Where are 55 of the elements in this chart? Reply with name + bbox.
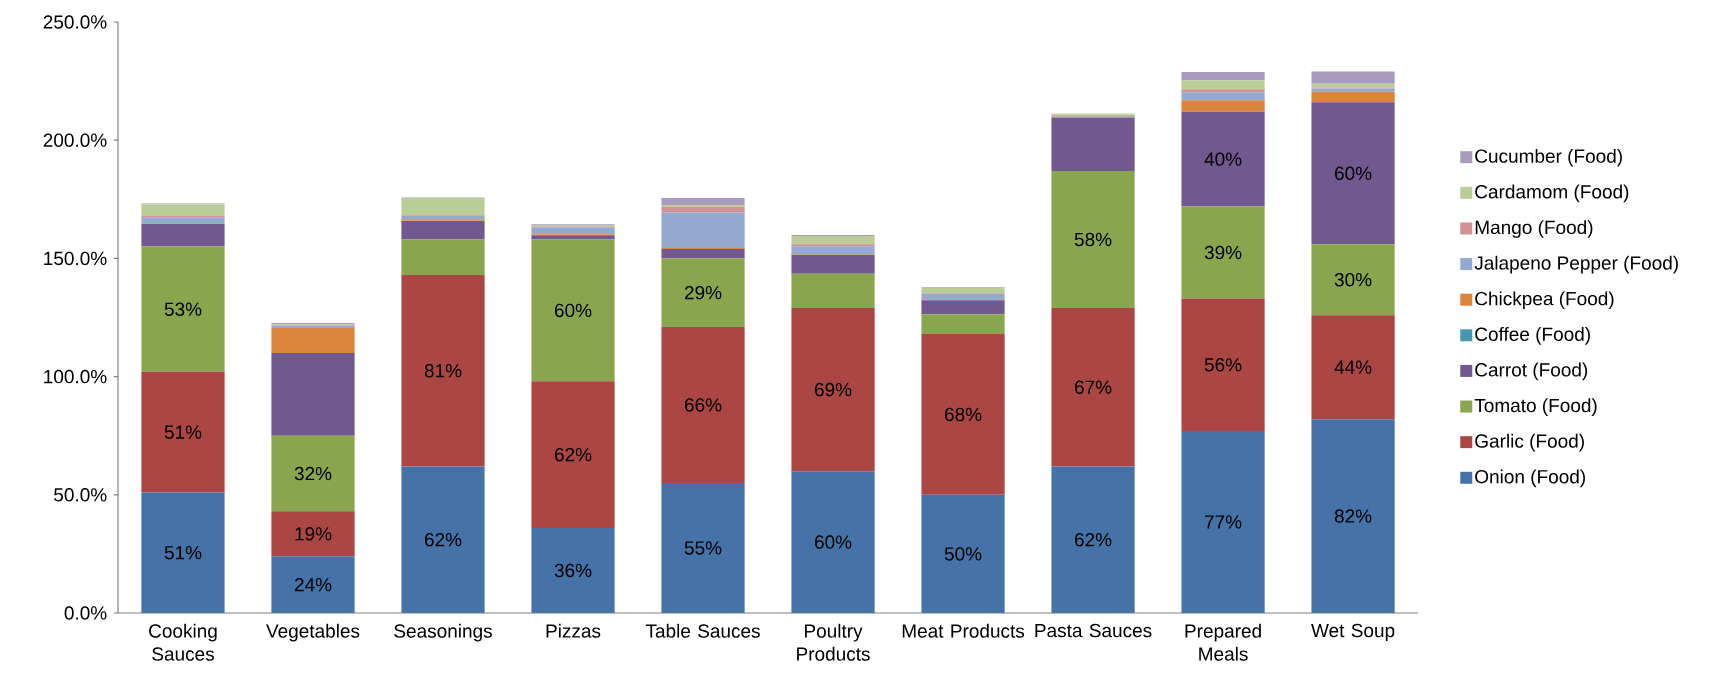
data-label: 24% (294, 577, 332, 592)
data-label: 39% (1204, 245, 1242, 260)
legend-label: Coffee (Food) (1475, 327, 1590, 345)
y-tick-label: 200.0% (43, 133, 107, 147)
legend-label: Mango (Food) (1475, 220, 1593, 238)
x-tick-label: Prepared Meals (1185, 623, 1261, 661)
data-label: 44% (1334, 360, 1372, 374)
x-tick-label: Meat Products (902, 623, 1025, 638)
data-label: 66% (684, 398, 722, 412)
data-label: 58% (1074, 232, 1112, 247)
x-tick-label: Vegetables (266, 623, 360, 642)
data-label: 81% (424, 363, 462, 378)
x-tick-label: Pasta Sauces (1035, 623, 1152, 638)
data-label: 77% (1205, 515, 1242, 529)
data-label: 32% (294, 466, 332, 481)
legend-label: Chickpea (Food) (1475, 291, 1614, 310)
legend-label: Garlic (Food) (1475, 433, 1584, 452)
data-label: 56% (1204, 358, 1242, 372)
data-label: 29% (684, 285, 722, 300)
data-label: 69% (814, 382, 852, 397)
x-tick-label: Table Sauces (645, 623, 760, 638)
data-label: 60% (554, 303, 592, 318)
data-label: 40% (1204, 152, 1242, 166)
data-label: 51% (164, 425, 202, 439)
legend-label: Onion (Food) (1475, 469, 1585, 488)
data-label: 60% (1335, 166, 1372, 181)
y-tick-label: 100.0% (44, 369, 107, 384)
data-label: 60% (814, 535, 852, 549)
legend-label: Carrot (Food) (1475, 362, 1588, 381)
x-tick-label: Wet Soup (1311, 623, 1395, 642)
y-tick-label: 50.0% (54, 488, 107, 502)
data-label: 62% (554, 447, 592, 462)
legend-label: Cardamom (Food) (1475, 184, 1629, 203)
data-label: 62% (424, 532, 462, 547)
data-label: 55% (684, 541, 722, 555)
legend-label: Jalapeno Pepper (Food) (1474, 255, 1678, 274)
y-tick-label: 0.0% (64, 606, 107, 620)
data-label: 50% (944, 547, 982, 561)
data-label: 62% (1074, 532, 1112, 547)
y-tick-label: 150.0% (44, 251, 107, 266)
legend-label: Tomato (Food) (1474, 398, 1597, 416)
data-label: 36% (554, 563, 592, 578)
x-tick-label: Seasonings (394, 623, 492, 642)
data-label: 19% (295, 527, 332, 541)
x-tick-label: Poultry Products (797, 623, 870, 661)
y-tick-label: 250.0% (43, 15, 107, 29)
data-label: 67% (1074, 380, 1112, 394)
data-label: 53% (164, 302, 202, 316)
data-label: 82% (1334, 509, 1372, 523)
data-label: 51% (164, 546, 202, 560)
data-label: 30% (1334, 272, 1372, 287)
x-tick-label: Cooking Sauces (149, 623, 217, 661)
legend-label: Cucumber (Food) (1475, 148, 1622, 167)
x-tick-label: Pizzas (546, 623, 601, 638)
data-label: 68% (944, 407, 982, 422)
